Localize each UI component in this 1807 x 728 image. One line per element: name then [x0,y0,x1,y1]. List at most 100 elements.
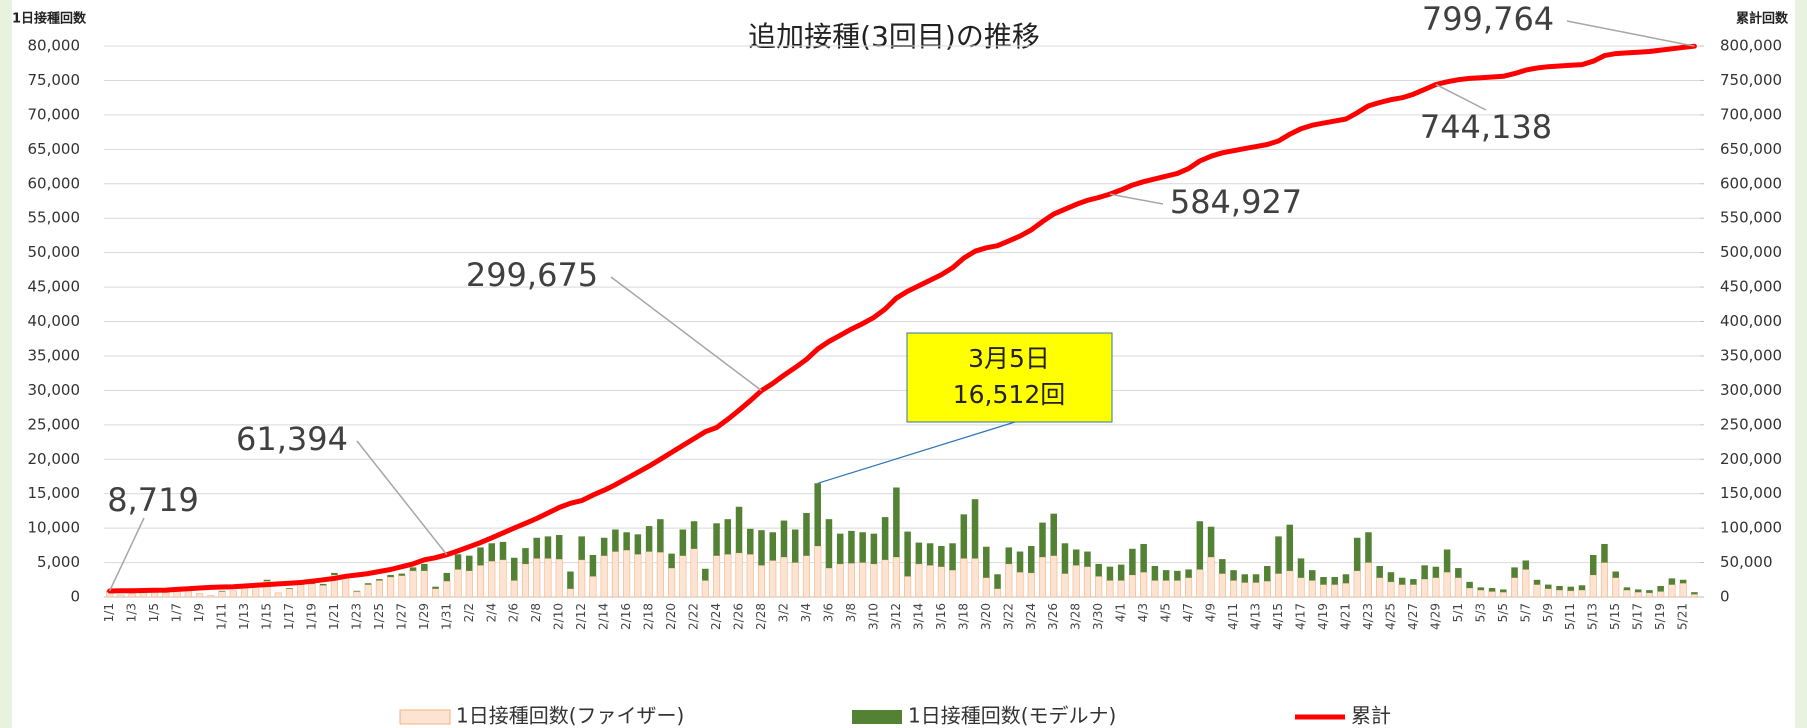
data-label: 299,675 [466,256,598,294]
y-tick-label: 50,000 [28,243,81,261]
x-tick-label: 3/28 [1069,603,1083,630]
bar [1679,582,1687,598]
bar [938,546,945,567]
bar [1556,585,1563,591]
x-tick-label: 4/9 [1204,603,1218,622]
bar [195,593,204,598]
bar [825,567,833,598]
annotation-text: 3月5日 [968,344,1050,373]
bar [859,562,867,598]
x-tick-label: 4/23 [1361,603,1375,630]
bar [892,556,900,598]
x-tick-label: 3/22 [1001,603,1015,630]
y-tick-label: 15,000 [28,484,81,502]
bar [600,537,608,556]
bar [1545,584,1552,589]
bar [634,534,642,555]
bar [1567,590,1575,598]
bar [1084,551,1091,567]
bar [668,553,675,569]
bar [600,555,608,598]
bar [1230,580,1238,598]
bar [319,583,327,586]
bar [701,580,709,598]
bar [589,554,597,577]
bar [1668,584,1676,598]
bar [1679,579,1687,584]
bar [1319,584,1328,598]
annotation-text: 16,512回 [953,380,1065,409]
x-tick-label: 5/21 [1676,603,1690,630]
bar [488,543,496,562]
bar [454,554,462,570]
bar [1308,580,1316,598]
bar [218,590,226,592]
y-tick-label: 45,000 [28,278,81,296]
bar [1308,570,1316,581]
bar [1511,567,1518,578]
bar [1634,589,1642,593]
bar [836,563,844,598]
y-tick-label: 35,000 [28,346,81,364]
bar [1421,578,1429,598]
bar [285,588,294,598]
bar [612,529,619,552]
y2-tick-label: 550,000 [1720,209,1782,227]
x-tick-label: 2/16 [619,603,633,630]
bar [949,569,957,598]
bar [1162,570,1170,581]
bar [724,553,732,598]
x-tick-label: 1/17 [282,603,296,630]
x-tick-label: 5/3 [1473,603,1487,622]
x-tick-label: 2/14 [597,603,611,630]
bar [409,567,417,571]
bar [443,580,451,598]
bar [331,572,338,575]
x-tick-label: 1/31 [439,603,453,630]
x-tick-label: 3/10 [866,603,880,630]
x-tick-label: 2/28 [754,603,768,630]
bar [1623,589,1631,598]
x-tick-label: 4/25 [1383,603,1397,630]
bar [803,512,810,556]
bar [342,577,350,598]
bar [566,588,574,598]
bar [915,542,923,564]
bar [814,483,821,547]
bar [1466,581,1473,589]
x-tick-label: 4/13 [1249,603,1263,630]
bar [1634,591,1642,598]
bar [229,590,237,598]
bar [1353,537,1361,571]
x-tick-label: 1/23 [349,603,363,630]
y-tick-label: 65,000 [28,140,81,158]
x-tick-label: 5/5 [1496,603,1510,622]
data-label: 799,764 [1422,0,1554,38]
bar [994,574,1001,589]
x-tick-label: 2/12 [574,603,588,630]
bar [1544,588,1552,598]
y-tick-label: 75,000 [28,71,81,89]
bar [735,506,743,553]
x-tick-label: 2/20 [664,603,678,630]
x-tick-label: 4/29 [1428,603,1442,630]
x-tick-label: 5/15 [1608,603,1622,630]
bar [1409,584,1417,598]
x-tick-label: 3/26 [1046,603,1060,630]
x-tick-label: 1/1 [102,603,116,622]
bar [1128,574,1136,598]
x-tick-label: 4/21 [1338,603,1352,630]
x-tick-label: 3/4 [799,603,813,622]
x-tick-label: 2/18 [642,603,656,630]
x-tick-label: 1/3 [125,603,139,622]
bar [1061,573,1069,598]
bar [814,545,822,598]
bar [364,584,372,598]
bar [364,583,372,585]
x-tick-label: 5/17 [1631,603,1645,630]
x-tick-label: 4/3 [1136,603,1150,622]
bar [1421,565,1428,580]
bar [240,587,249,598]
bar [713,523,720,556]
